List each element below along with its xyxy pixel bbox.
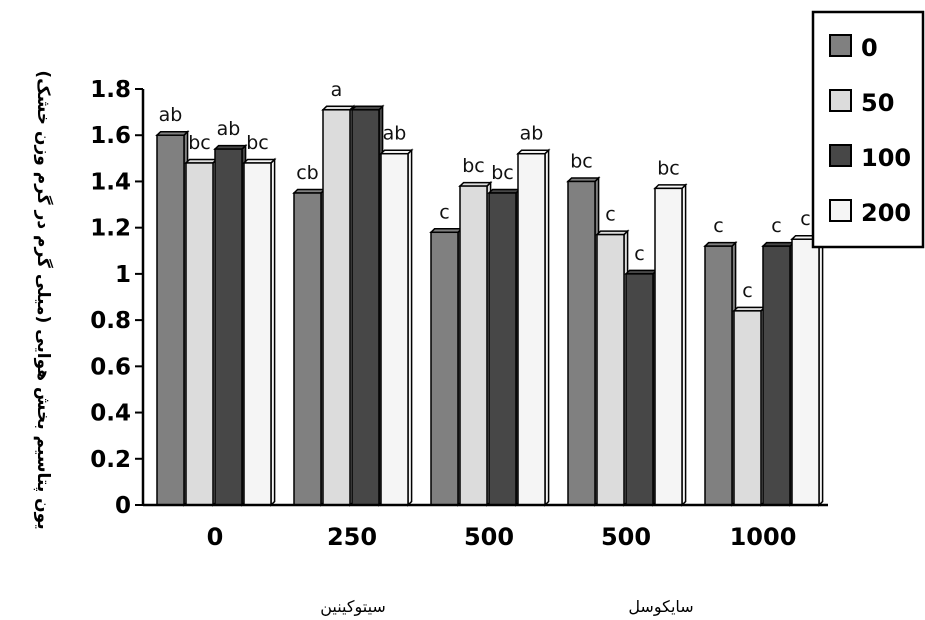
legend-swatch	[829, 34, 852, 57]
bar	[625, 273, 654, 506]
x-tick-label: 250	[327, 523, 377, 551]
bar	[762, 245, 791, 506]
bar	[214, 148, 243, 506]
significance-label: bc	[246, 132, 269, 154]
bar	[459, 185, 488, 506]
legend-label: 100	[861, 144, 911, 172]
bar	[243, 162, 272, 506]
bar	[293, 192, 322, 506]
significance-label: c	[742, 280, 752, 302]
x-axis: 0 250 500 500 1000	[143, 503, 828, 551]
significance-label: ab	[159, 104, 183, 126]
bar	[596, 233, 625, 506]
significance-label: ab	[520, 123, 544, 145]
bar	[351, 109, 380, 506]
bar	[654, 187, 683, 506]
significance-label: c	[605, 204, 615, 226]
bar	[733, 310, 762, 506]
y-axis-title: یون پتاسیم بخش هوایی (میلی گرم در گرم وز…	[33, 70, 54, 529]
significance-label: ab	[383, 123, 407, 145]
x-tick-label: 1000	[730, 523, 797, 551]
significance-label: c	[713, 215, 723, 237]
bar	[380, 152, 409, 506]
y-tick-label: 0.2	[90, 447, 131, 473]
bar	[156, 134, 185, 506]
y-tick-label: 1	[115, 262, 131, 288]
significance-label: c	[439, 201, 449, 223]
legend-label: 0	[861, 34, 878, 62]
legend-swatch	[829, 89, 852, 112]
bars	[155, 104, 825, 507]
y-tick-label: 0.4	[90, 401, 131, 427]
legend-swatch	[829, 199, 852, 222]
significance-label: c	[800, 208, 810, 230]
significance-label: cb	[296, 162, 319, 184]
y-tick-label: 1.4	[90, 169, 131, 195]
bar	[322, 109, 351, 506]
significance-label: bc	[570, 150, 593, 172]
legend: 0 50 100 200	[811, 10, 925, 249]
bar	[567, 180, 596, 506]
legend-label: 50	[861, 89, 894, 117]
y-tick-label: 0	[115, 493, 131, 519]
y-tick-label: 0.6	[90, 354, 131, 380]
bar	[185, 162, 214, 506]
bar	[704, 245, 733, 506]
significance-label: bc	[657, 157, 680, 179]
bar	[430, 231, 459, 506]
legend-label: 200	[861, 199, 911, 227]
y-tick-label: 1.6	[90, 123, 131, 149]
significance-label: a	[331, 79, 343, 101]
x-tick-label: 500	[464, 523, 514, 551]
x-tick-label: 500	[601, 523, 651, 551]
significance-label: ab	[217, 118, 241, 140]
significance-label: bc	[491, 162, 514, 184]
significance-label: bc	[188, 132, 211, 154]
bar	[488, 192, 517, 506]
significance-label: c	[771, 215, 781, 237]
legend-swatch	[829, 144, 852, 167]
significance-label: c	[634, 243, 644, 265]
x-tick-label: 0	[207, 523, 224, 551]
y-tick-label: 1.2	[90, 216, 131, 242]
bar	[517, 152, 546, 506]
significance-label: bc	[462, 155, 485, 177]
bar	[791, 238, 820, 506]
group-label-cytokinin: سیتوکینین	[320, 597, 386, 617]
y-axis: 0 0.2 0.4 0.6 0.8 1 1.2 1.4 1.6 1.8	[90, 77, 145, 519]
y-tick-label: 1.8	[90, 77, 131, 103]
group-label-cycocel: سایکوسل	[628, 597, 693, 617]
y-tick-label: 0.8	[90, 308, 131, 334]
